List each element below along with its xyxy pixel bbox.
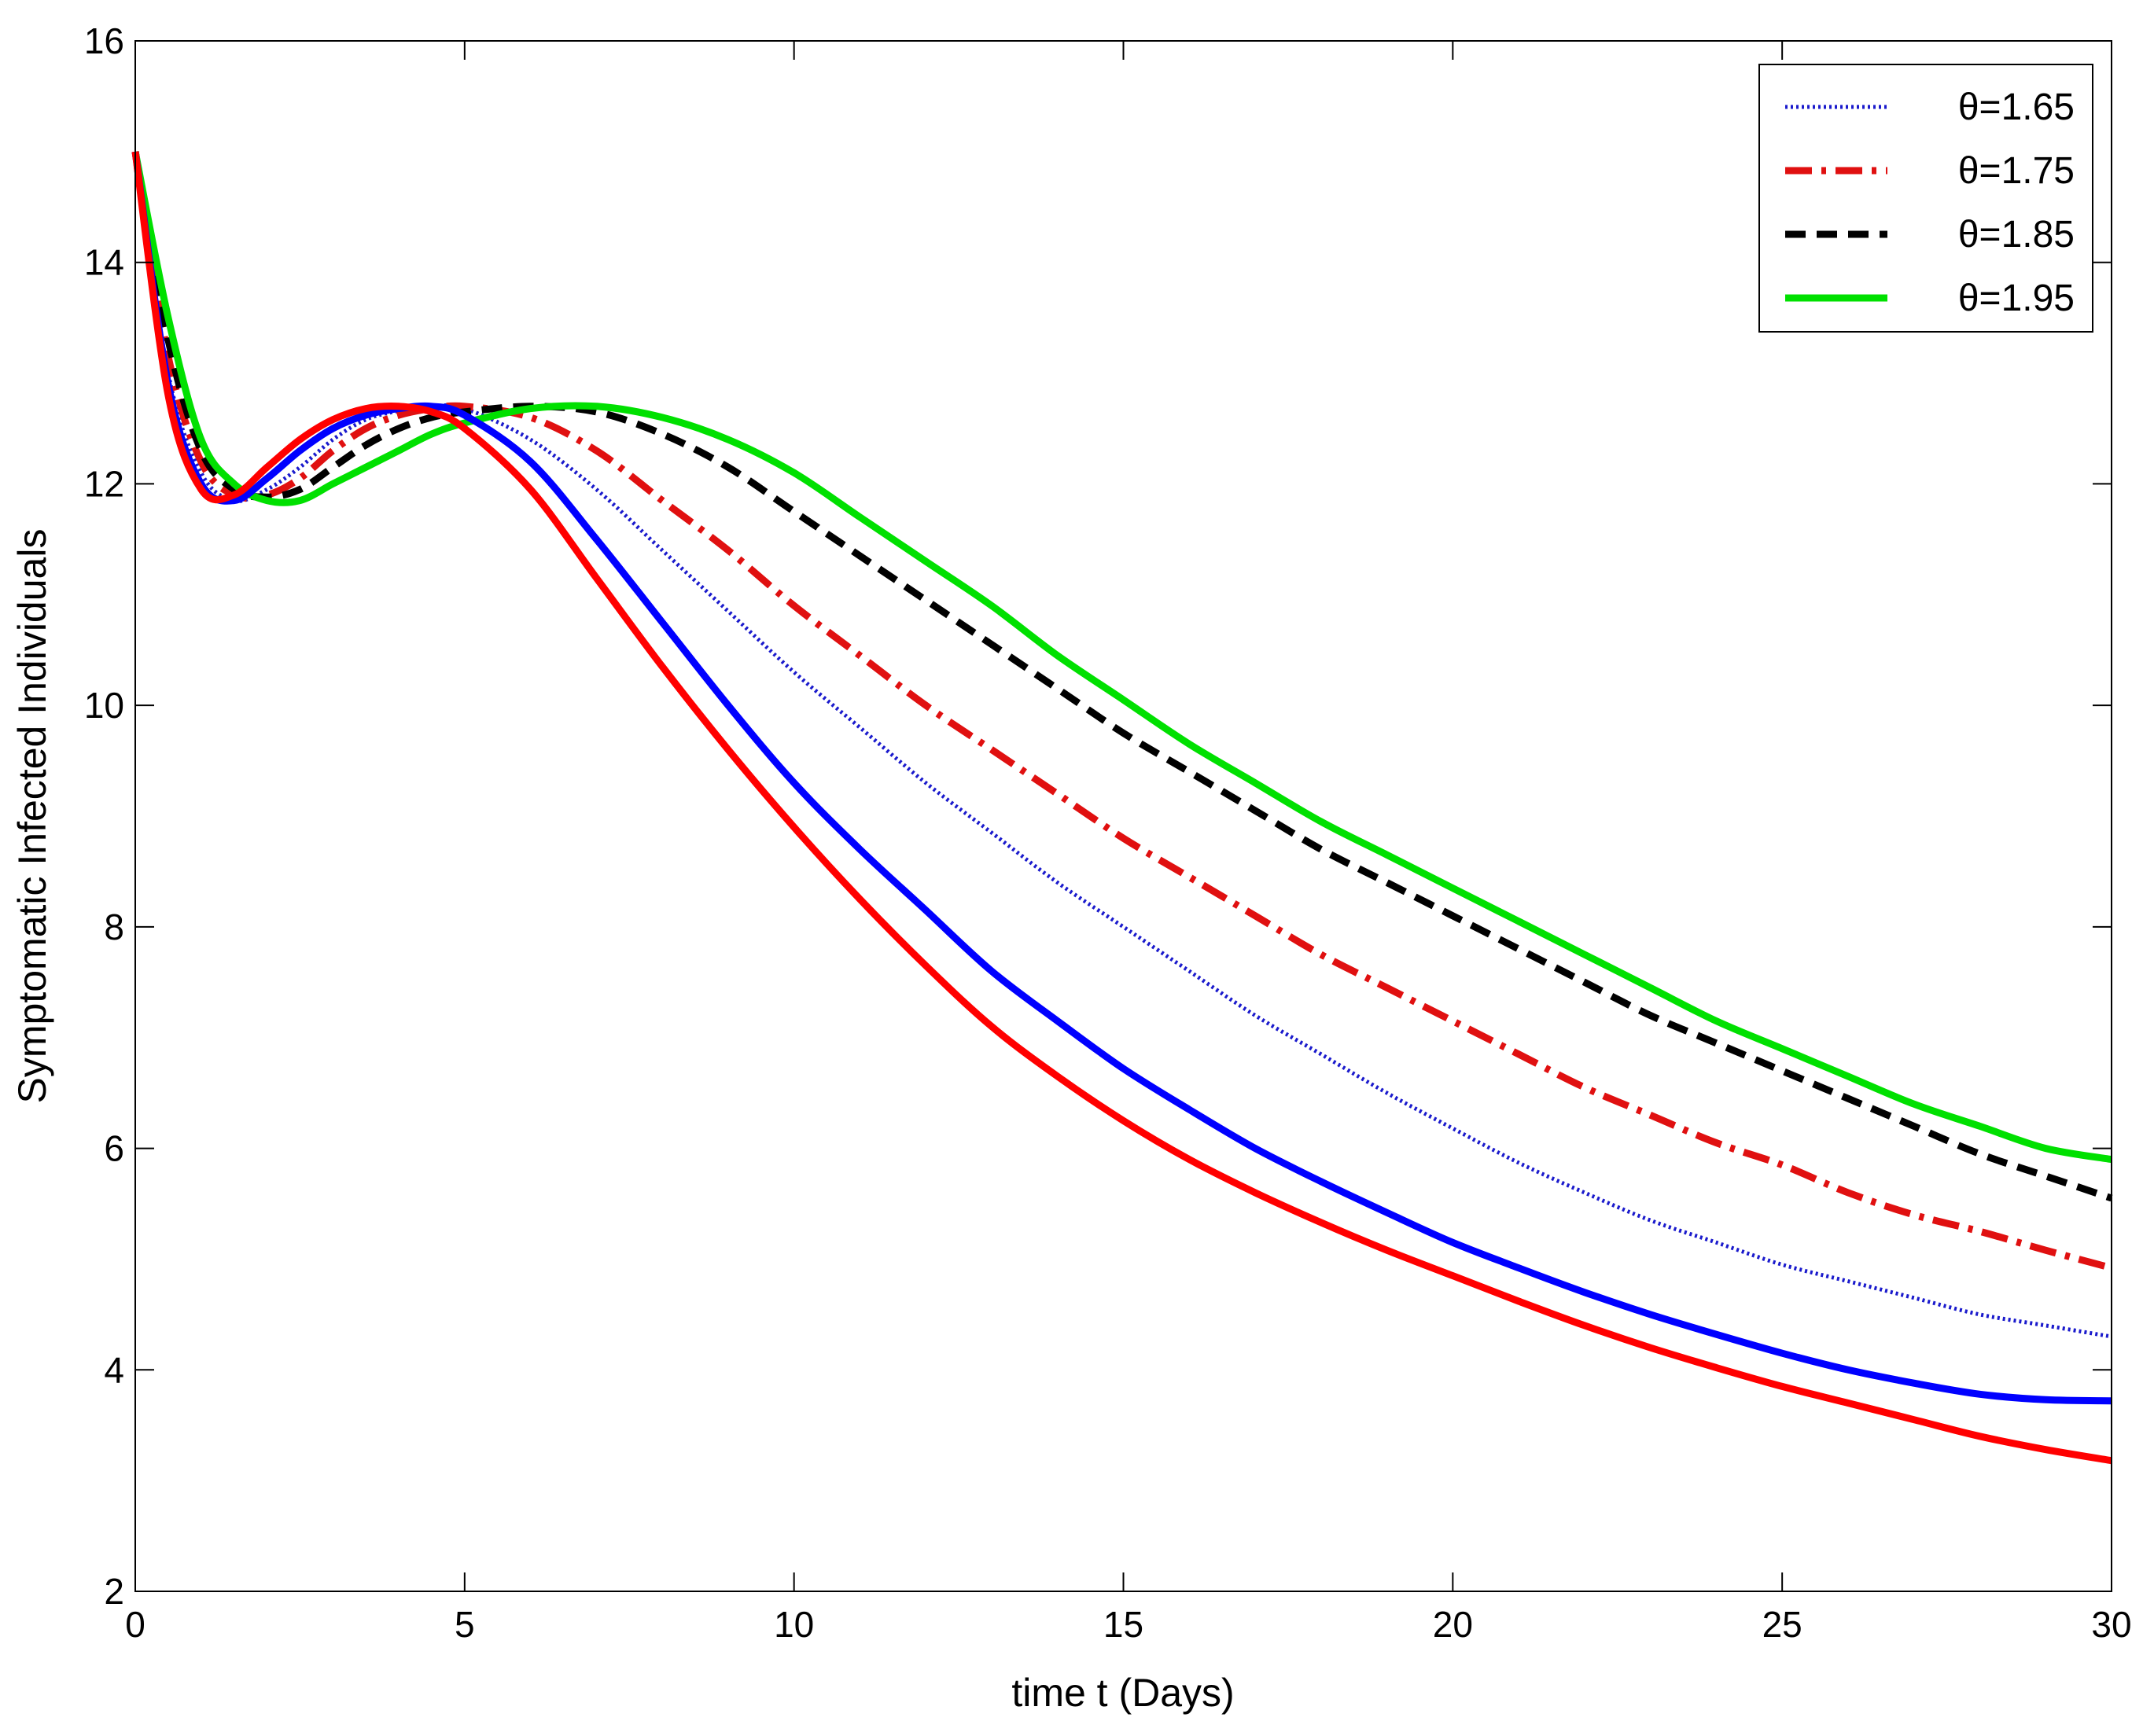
y-tick-label-2: 6 <box>104 1128 124 1169</box>
x-tick-label-3: 15 <box>1103 1604 1143 1645</box>
y-tick-label-6: 14 <box>84 242 124 283</box>
series-line-4 <box>131 151 2112 1405</box>
y-tick-label-3: 8 <box>104 907 124 947</box>
legend-label-2: θ=1.85 <box>1958 214 2075 256</box>
y-tick-label-1: 4 <box>104 1349 124 1390</box>
series-line-5 <box>131 151 2112 1465</box>
series-line-1 <box>131 151 2113 1272</box>
x-tick-label-4: 20 <box>1433 1604 1473 1645</box>
series-layer <box>131 151 2113 1465</box>
y-tick-label-0: 2 <box>104 1571 124 1612</box>
y-tick-label-4: 10 <box>84 685 124 726</box>
series-line-2 <box>131 151 2113 1202</box>
y-tick-label-7: 16 <box>84 20 124 61</box>
tick-layer: 0 5 10 15 20 25 30 2 4 6 8 10 12 14 16 <box>84 20 2132 1645</box>
legend-label-0: θ=1.65 <box>1958 86 2075 128</box>
x-tick-label-5: 25 <box>1762 1604 1802 1645</box>
y-tick-label-5: 12 <box>84 463 124 504</box>
series-line-3 <box>131 151 2112 1164</box>
x-axis-label: time t (Days) <box>1011 1671 1234 1715</box>
x-tick-label-6: 30 <box>2091 1604 2131 1645</box>
x-tick-label-1: 5 <box>455 1604 475 1645</box>
series-line-0 <box>133 151 2112 1339</box>
y-axis-label: Symptomatic Infected Individuals <box>10 529 54 1104</box>
legend: θ=1.65 θ=1.75 θ=1.85 θ=1.95 <box>1758 64 2093 333</box>
legend-label-1: θ=1.75 <box>1958 150 2075 192</box>
x-tick-label-0: 0 <box>125 1604 145 1645</box>
legend-label-3: θ=1.95 <box>1958 278 2075 319</box>
x-tick-label-2: 10 <box>774 1604 814 1645</box>
legend-box <box>1758 64 2093 333</box>
